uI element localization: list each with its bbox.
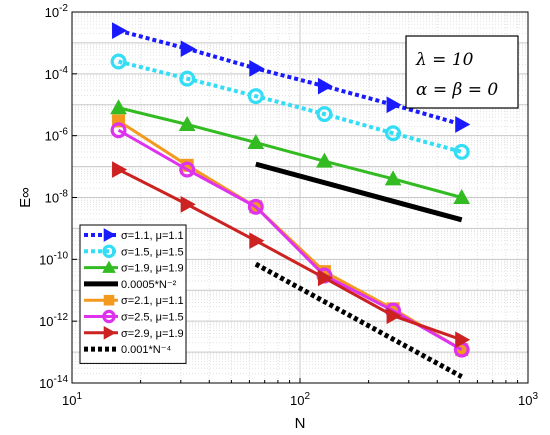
- x-tick-label: 102: [290, 391, 310, 408]
- legend-frame: [79, 224, 187, 364]
- legend-label: 0.0005*N⁻²: [121, 279, 177, 291]
- ticks: 101 102 103 10-14 10-12 10-10 10-8 10-6 10-4 10-2: [39, 3, 538, 408]
- data-point: [386, 307, 402, 325]
- data-point: [317, 269, 333, 287]
- data-point: [455, 331, 471, 349]
- data-point: [247, 133, 265, 150]
- data-point: [316, 152, 333, 168]
- data-point: [453, 143, 470, 160]
- legend-label: σ=1.1, μ=1.1: [121, 230, 184, 242]
- y-axis-label-text: E∞: [17, 187, 34, 208]
- x-tick-label: 103: [518, 391, 538, 408]
- annotation-line-2: α = β = 0: [416, 80, 498, 100]
- legend-swatch-marker: [102, 260, 116, 273]
- annotation-frame: [405, 35, 519, 109]
- x-axis-label: N: [295, 415, 306, 432]
- y-axis-label: E∞: [17, 187, 34, 208]
- data-point: [384, 170, 402, 186]
- data-point: [317, 77, 333, 95]
- series-line: [117, 168, 463, 342]
- legend: σ=1.1, μ=1.1 σ=1.5, μ=1.5 σ=1.9, μ=1.9 0.00…: [79, 224, 187, 364]
- legend-label: σ=2.9, μ=1.9: [121, 328, 184, 340]
- legend-swatch-marker: [102, 309, 116, 324]
- y-tick-label: 10-8: [45, 189, 69, 206]
- data-point: [385, 125, 402, 142]
- data-point: [453, 188, 471, 204]
- y-tick-label: 10-10: [39, 250, 68, 267]
- legend-swatch-marker: [103, 228, 117, 242]
- legend-label: σ=1.5, μ=1.5: [121, 246, 184, 258]
- y-tick-label: 10-14: [39, 374, 68, 391]
- data-point: [180, 196, 196, 213]
- legend-label: σ=1.9, μ=1.9: [121, 263, 184, 275]
- data-point: [180, 40, 196, 58]
- legend-label: σ=2.1, μ=1.1: [121, 295, 184, 307]
- data-point: [178, 115, 196, 131]
- data-point: [112, 22, 128, 39]
- series-line: [118, 28, 463, 127]
- annotation-box: λ = 10 α = β = 0: [405, 35, 519, 109]
- legend-swatch-marker: [103, 294, 115, 306]
- y-tick-label: 10-6: [45, 127, 69, 144]
- data-point: [455, 116, 471, 133]
- data-point: [112, 161, 128, 178]
- data-point: [316, 106, 333, 123]
- series-line: [255, 161, 463, 223]
- y-tick-label: 10-12: [39, 312, 68, 329]
- data-point: [179, 70, 196, 87]
- y-tick-label: 10-2: [45, 3, 69, 20]
- series-line: [118, 106, 463, 199]
- series-4: [255, 161, 463, 223]
- data-point: [110, 53, 127, 70]
- data-point: [179, 161, 196, 178]
- legend-swatch-marker: [102, 244, 116, 258]
- series-7: [112, 161, 471, 349]
- series-1: [112, 22, 471, 133]
- x-tick-label: 101: [62, 391, 82, 408]
- series-layer: [110, 22, 471, 379]
- data-point: [247, 88, 264, 105]
- annotation-line-1: λ = 10: [415, 50, 474, 70]
- data-point: [110, 99, 127, 115]
- data-point: [249, 232, 265, 250]
- series-line: [117, 128, 463, 351]
- legend-swatch-marker: [103, 325, 117, 340]
- series-2: [110, 53, 470, 160]
- legend-label: 0.001*N⁻⁴: [121, 344, 172, 356]
- y-tick-label: 10-4: [45, 65, 69, 82]
- legend-label: σ=2.5, μ=1.5: [121, 312, 184, 324]
- data-point: [110, 122, 127, 139]
- data-point: [247, 198, 264, 215]
- data-point: [249, 60, 265, 77]
- series-3: [110, 99, 471, 204]
- series-line: [118, 59, 463, 154]
- data-point: [386, 96, 402, 114]
